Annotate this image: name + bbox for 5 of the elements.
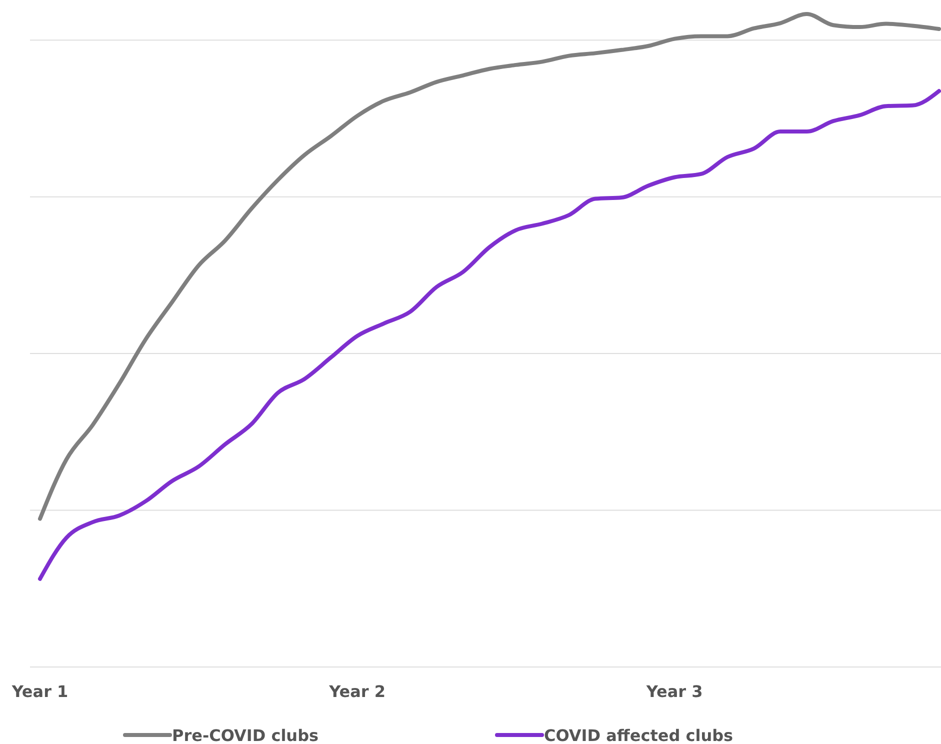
legend-label: Pre-COVID clubs xyxy=(172,726,319,744)
x-tick-label: Year 3 xyxy=(645,682,703,701)
x-tick-label: Year 1 xyxy=(10,682,68,701)
legend-label: COVID affected clubs xyxy=(544,726,734,744)
x-tick-label: Year 2 xyxy=(328,682,386,701)
